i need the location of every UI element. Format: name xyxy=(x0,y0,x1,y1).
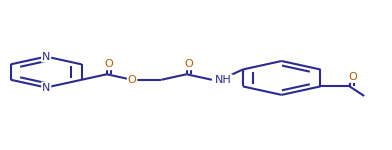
Text: O: O xyxy=(128,75,136,85)
Text: N: N xyxy=(42,82,50,93)
Text: NH: NH xyxy=(215,75,232,85)
Text: N: N xyxy=(42,52,50,62)
Text: O: O xyxy=(185,59,193,69)
Text: O: O xyxy=(348,72,357,82)
Text: O: O xyxy=(105,59,114,69)
